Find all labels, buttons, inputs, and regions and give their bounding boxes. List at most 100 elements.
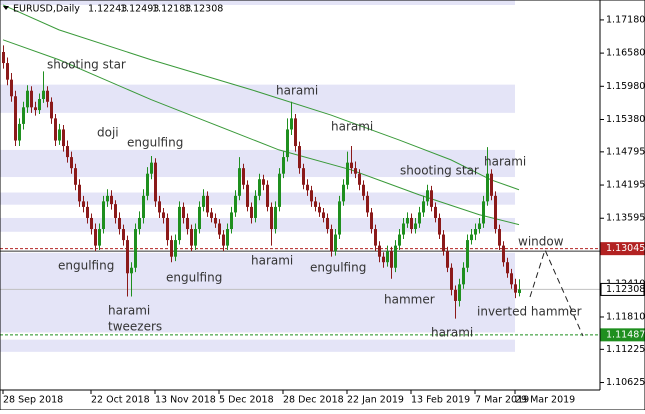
- y-tick-label: 1.13595: [606, 213, 645, 224]
- candle-body: [126, 240, 129, 274]
- candle-body: [430, 190, 433, 207]
- x-tick-label: 28 Dec 2018: [283, 395, 344, 406]
- candle-body: [142, 195, 145, 218]
- zone: [0, 252, 515, 333]
- candle-body: [338, 201, 341, 235]
- candle-body: [246, 184, 249, 207]
- candle-body: [366, 195, 369, 213]
- candle-body: [238, 168, 241, 196]
- quote-value: 1.12308: [184, 4, 223, 15]
- zone: [0, 217, 515, 232]
- annotation: engulfing: [127, 136, 183, 150]
- candle-body: [314, 201, 317, 207]
- candle-body: [46, 90, 49, 102]
- candle-body: [6, 63, 9, 80]
- candle-body: [134, 229, 137, 268]
- candle-body: [386, 251, 389, 263]
- price-label-box: [600, 242, 645, 256]
- annotation: harami: [431, 326, 473, 340]
- candle-body: [346, 162, 349, 185]
- moving-average: [2, 39, 520, 226]
- candle-body: [406, 217, 409, 224]
- annotation: shooting star: [47, 58, 126, 72]
- candle-body: [170, 240, 173, 257]
- annotation: engulfing: [310, 261, 366, 275]
- candle-body: [434, 206, 437, 218]
- header-icon: [3, 6, 9, 10]
- candle-body: [306, 184, 309, 191]
- candle-body: [470, 234, 473, 241]
- annotation: harami: [484, 155, 526, 169]
- y-tick-label: 1.11810: [606, 311, 645, 322]
- candle-body: [54, 118, 57, 141]
- candle-body: [102, 201, 105, 230]
- candle-body: [62, 129, 65, 147]
- candle-body: [438, 217, 441, 235]
- candle-body: [2, 52, 5, 64]
- candle-body: [274, 206, 277, 230]
- axis-labels: 1.17180 1.16580 1.15980 1.15380 1.14795 1.141…: [2, 14, 645, 406]
- candle-body: [78, 184, 81, 202]
- candle-body: [82, 201, 85, 207]
- candle-body: [66, 146, 69, 158]
- candle-body: [158, 201, 161, 213]
- candle-body: [50, 101, 53, 119]
- candle-body: [326, 217, 329, 230]
- candle-body: [202, 195, 205, 207]
- price-label: 1.13045: [606, 243, 645, 254]
- candle-body: [30, 90, 33, 108]
- annotation: doji: [97, 126, 119, 140]
- y-tick-label: 1.15380: [606, 114, 645, 125]
- candle-body: [450, 267, 453, 290]
- candle-body: [198, 206, 201, 230]
- candle-body: [302, 168, 305, 185]
- y-tick-label: 1.16580: [606, 48, 645, 59]
- candle-body: [162, 212, 165, 218]
- candle-body: [354, 168, 357, 174]
- candle-body: [502, 245, 505, 263]
- candle-body: [194, 229, 197, 246]
- candle-body: [286, 129, 289, 158]
- candle-body: [318, 206, 321, 213]
- x-tick-label: 22 Jan 2019: [347, 395, 404, 406]
- x-tick-label: 7 Mar 2019: [475, 395, 529, 406]
- candle-body: [462, 267, 465, 285]
- candle-body: [350, 162, 353, 169]
- candle-body: [342, 184, 345, 202]
- candle-body: [42, 90, 45, 100]
- candle-body: [34, 107, 37, 111]
- candle-body: [422, 201, 425, 213]
- candle-body: [74, 168, 77, 185]
- candle-body: [70, 157, 73, 169]
- y-tick-label: 1.14195: [606, 180, 645, 191]
- candle-body: [410, 217, 413, 230]
- candle-body: [98, 229, 101, 246]
- candle-body: [22, 107, 25, 124]
- candle-body: [266, 184, 269, 207]
- candle-body: [26, 90, 29, 108]
- candle-body: [218, 223, 221, 235]
- symbol: EURUSD,Daily: [13, 4, 80, 15]
- y-tick-label: 1.14795: [606, 146, 645, 157]
- candle-body: [214, 217, 217, 224]
- annotation: window: [518, 235, 564, 249]
- candle-body: [370, 212, 373, 230]
- candle-body: [106, 195, 109, 202]
- price-label: 1.11487: [606, 329, 645, 340]
- candle-body: [510, 273, 513, 285]
- candle-body: [466, 240, 469, 268]
- candle-body: [330, 229, 333, 252]
- x-tick-label: 13 Feb 2019: [411, 395, 470, 406]
- candle-body: [190, 229, 193, 246]
- candle-body: [362, 184, 365, 196]
- candle-body: [154, 162, 157, 202]
- x-tick-label: 22 Oct 2018: [91, 395, 150, 406]
- moving-averages: [2, 4, 520, 226]
- y-tick-label: 1.15980: [606, 81, 645, 92]
- candle-body: [242, 168, 245, 185]
- annotation: harami: [276, 84, 318, 98]
- zone: [0, 339, 515, 352]
- candle-body: [270, 206, 273, 230]
- candle-body: [398, 234, 401, 246]
